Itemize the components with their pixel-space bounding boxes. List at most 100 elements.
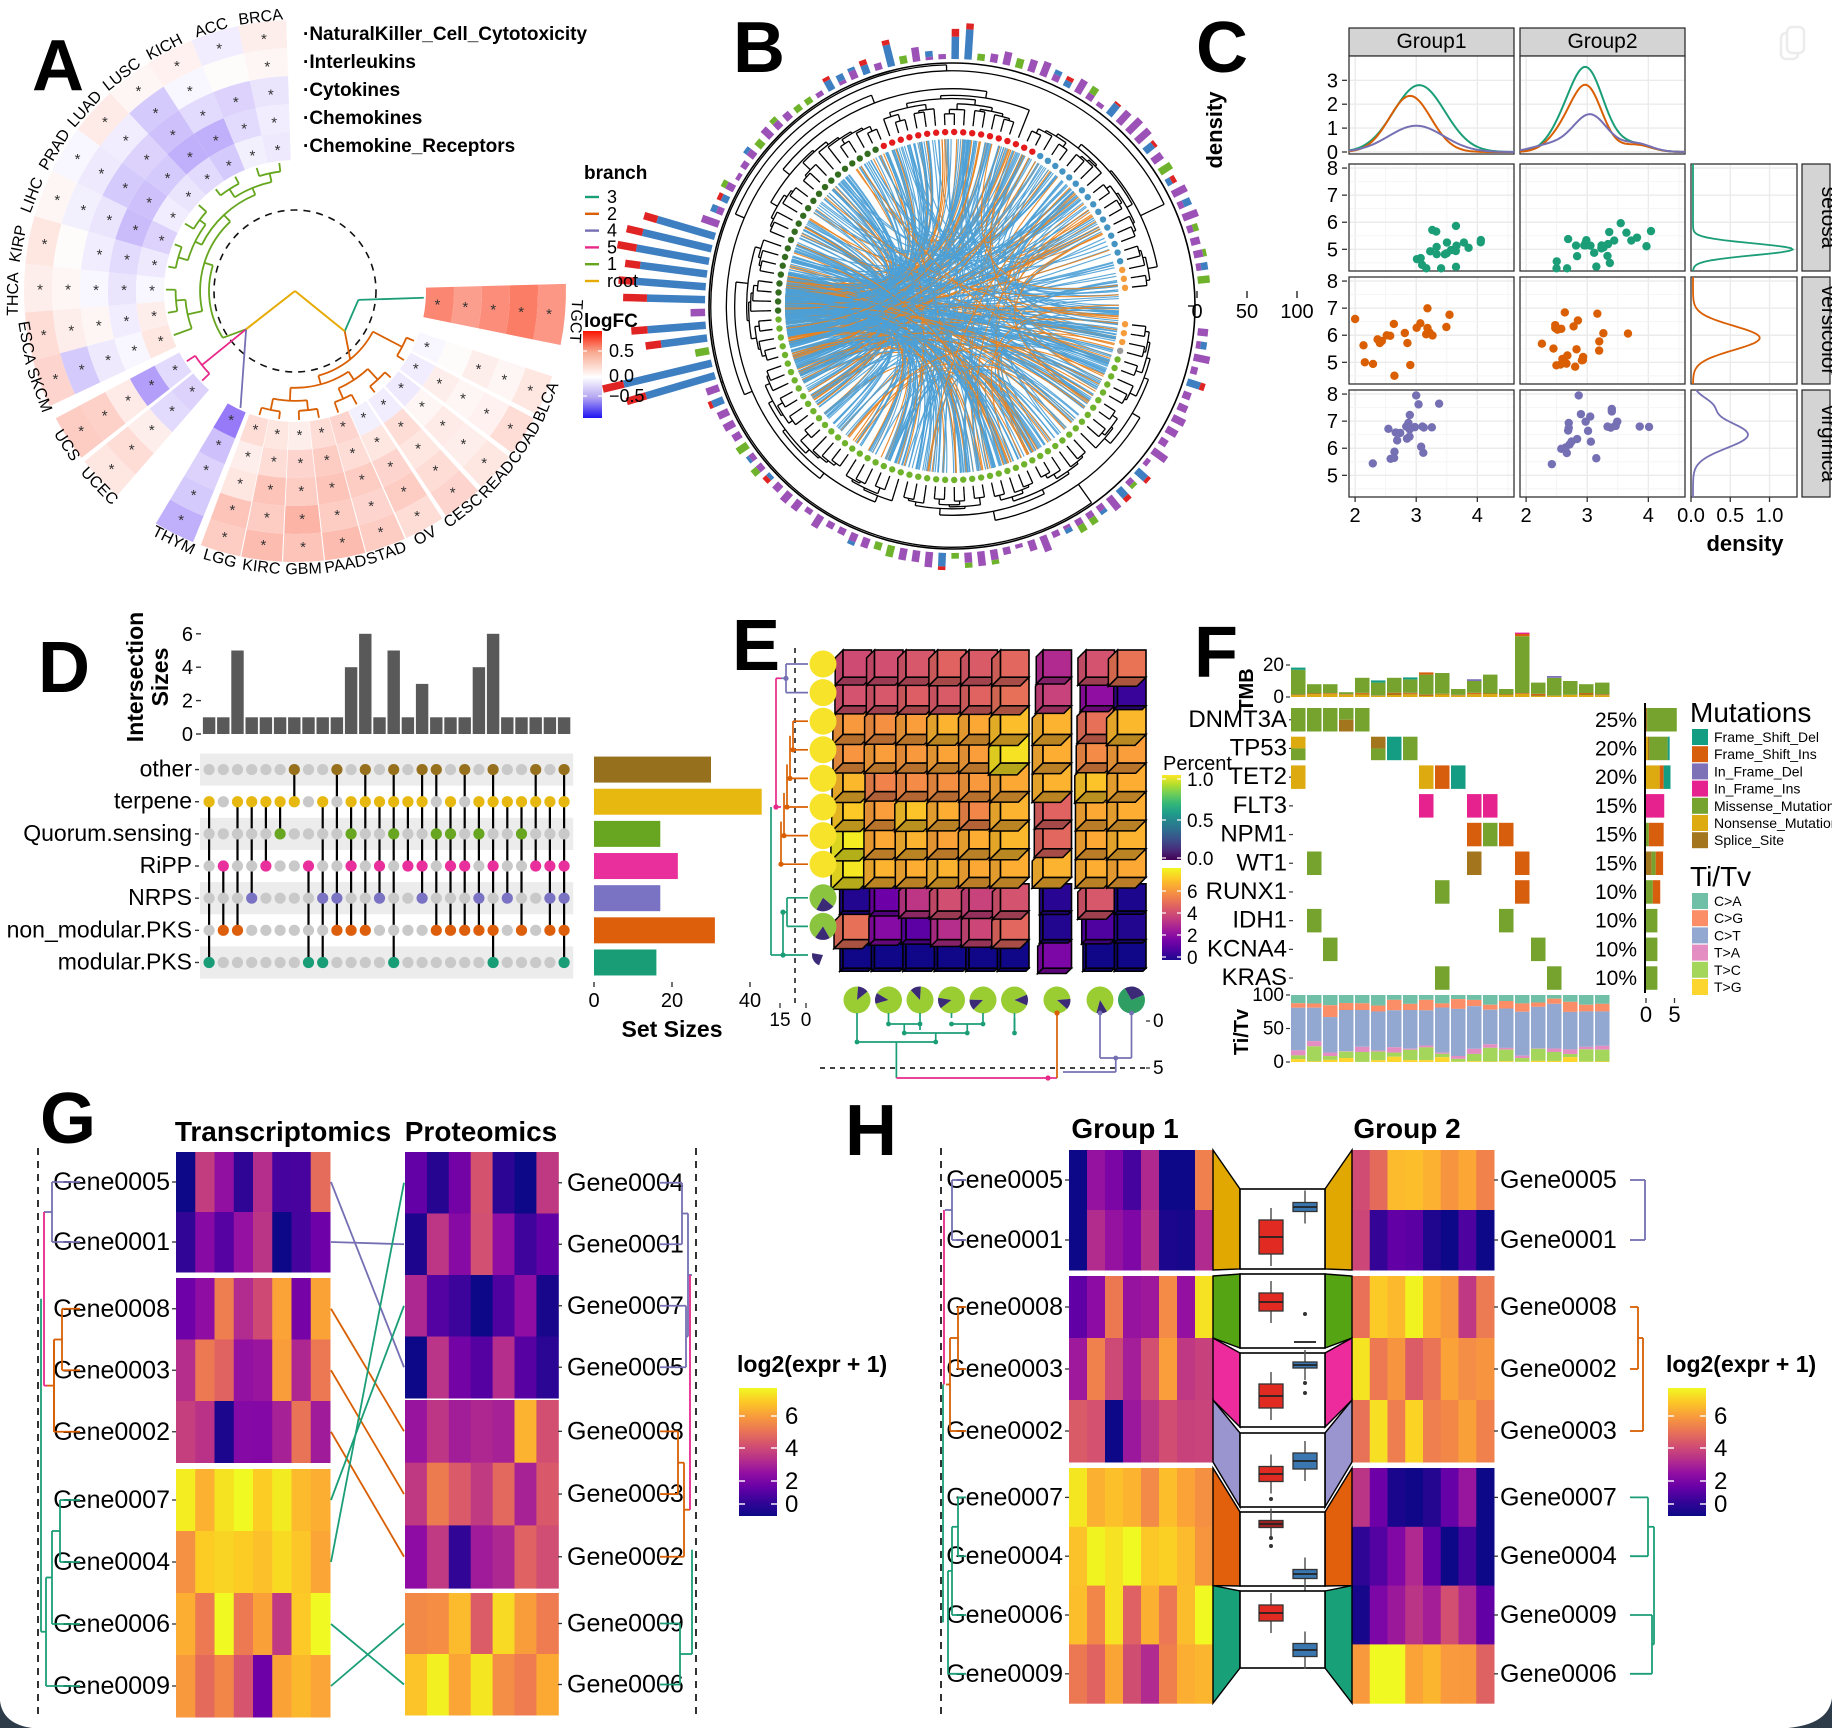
svg-text:*: * — [436, 376, 442, 393]
svg-text:*: * — [131, 342, 137, 359]
svg-text:Gene0002: Gene0002 — [1500, 1355, 1617, 1383]
svg-text:20: 20 — [1263, 655, 1284, 676]
svg-text:0: 0 — [1714, 1491, 1727, 1518]
svg-text:*: * — [170, 209, 176, 226]
svg-text:2: 2 — [1521, 505, 1532, 527]
svg-text:Sizes: Sizes — [147, 648, 173, 707]
svg-text:IDH1: IDH1 — [1232, 907, 1287, 934]
svg-text:Mutations: Mutations — [1690, 697, 1811, 728]
svg-text:*: * — [264, 59, 270, 76]
svg-text:0: 0 — [801, 1010, 812, 1031]
svg-text:*: * — [99, 165, 105, 182]
svg-text:TGCT: TGCT — [566, 299, 585, 344]
svg-text:*: * — [149, 422, 155, 439]
svg-text:4: 4 — [1714, 1435, 1727, 1462]
svg-text:*: * — [189, 383, 195, 400]
svg-text:*: * — [41, 327, 47, 344]
svg-text:2: 2 — [1187, 926, 1198, 947]
svg-text:log2(expr + 1): log2(expr + 1) — [737, 1351, 887, 1377]
svg-text:0: 0 — [588, 990, 599, 1012]
svg-text:20%: 20% — [1595, 766, 1637, 789]
svg-text:*: * — [424, 339, 430, 356]
svg-text:*: * — [413, 361, 419, 378]
svg-text:*: * — [299, 511, 305, 528]
svg-text:*: * — [170, 127, 176, 144]
svg-text:*: * — [80, 202, 86, 219]
svg-text:*: * — [274, 426, 280, 443]
svg-text:5: 5 — [1327, 239, 1338, 261]
svg-text:Quorum.sensing: Quorum.sensing — [23, 820, 192, 846]
svg-text:0.0: 0.0 — [1187, 849, 1213, 870]
svg-text:*: * — [122, 180, 128, 197]
svg-text:*: * — [135, 83, 141, 100]
svg-text:*: * — [319, 425, 325, 442]
svg-text:*: * — [261, 31, 267, 48]
svg-text:7: 7 — [1327, 298, 1338, 320]
svg-text:1.0: 1.0 — [1756, 505, 1784, 527]
svg-text:4: 4 — [182, 657, 193, 679]
svg-text:*: * — [200, 108, 206, 125]
svg-text:T>A: T>A — [1714, 945, 1741, 961]
svg-text:*: * — [253, 421, 259, 438]
svg-text:*: * — [361, 410, 367, 427]
svg-text:*: * — [435, 296, 441, 313]
svg-text:Gene0003: Gene0003 — [1500, 1417, 1617, 1445]
svg-text:10%: 10% — [1595, 967, 1637, 990]
svg-text:*: * — [432, 462, 438, 479]
svg-text:6: 6 — [1187, 882, 1198, 903]
svg-text:*: * — [374, 434, 380, 451]
svg-text:5: 5 — [1153, 1058, 1164, 1079]
svg-text:*: * — [178, 512, 184, 529]
svg-text:*: * — [65, 282, 71, 299]
svg-text:*: * — [481, 455, 487, 472]
svg-text:*: * — [159, 232, 165, 249]
svg-text:*: * — [230, 502, 236, 519]
svg-text:logFC: logFC — [584, 311, 638, 332]
svg-text:*: * — [121, 282, 127, 299]
svg-text:*: * — [324, 452, 330, 469]
svg-text:7: 7 — [1327, 185, 1338, 207]
svg-text:TET2: TET2 — [1228, 763, 1287, 790]
svg-text:Splice_Site: Splice_Site — [1714, 832, 1784, 848]
svg-text:*: * — [414, 508, 420, 525]
svg-text:6: 6 — [1327, 212, 1338, 234]
svg-text:*: * — [96, 318, 102, 335]
svg-text:*: * — [213, 132, 219, 149]
svg-text:·Chemokine_Receptors: ·Chemokine_Receptors — [303, 136, 515, 157]
svg-text:*: * — [216, 437, 222, 454]
svg-text:*: * — [37, 281, 43, 298]
svg-text:THCA: THCA — [5, 272, 22, 316]
svg-text:1.0: 1.0 — [1187, 770, 1213, 791]
svg-text:*: * — [267, 481, 273, 498]
svg-text:*: * — [52, 371, 58, 388]
svg-text:6: 6 — [1327, 438, 1338, 460]
svg-text:In_Frame_Del: In_Frame_Del — [1714, 763, 1803, 779]
svg-text:*: * — [476, 361, 482, 378]
svg-text:*: * — [125, 392, 131, 409]
svg-text:*: * — [378, 524, 384, 541]
svg-text:density: density — [1706, 531, 1784, 556]
svg-text:Gene0007: Gene0007 — [1500, 1483, 1617, 1511]
svg-text:*: * — [158, 333, 164, 350]
svg-text:*: * — [329, 480, 335, 497]
svg-text:versicolor: versicolor — [1817, 286, 1832, 376]
svg-text:*: * — [187, 83, 193, 100]
svg-text:20: 20 — [661, 990, 683, 1012]
svg-text:1: 1 — [1327, 118, 1338, 140]
svg-text:*: * — [124, 252, 130, 269]
svg-text:*: * — [460, 391, 466, 408]
svg-text:*: * — [450, 484, 456, 501]
svg-text:*: * — [271, 454, 277, 471]
svg-text:15%: 15% — [1595, 795, 1637, 818]
svg-text:*: * — [42, 236, 48, 253]
svg-text:50: 50 — [1236, 301, 1258, 323]
svg-text:*: * — [398, 380, 404, 397]
svg-text:RiPP: RiPP — [140, 852, 192, 878]
svg-text:*: * — [123, 133, 129, 150]
svg-text:Frame_Shift_Ins: Frame_Shift_Ins — [1714, 746, 1817, 762]
svg-text:*: * — [300, 539, 306, 556]
svg-text:4: 4 — [1643, 505, 1654, 527]
svg-text:50: 50 — [1263, 1019, 1284, 1040]
svg-text:40: 40 — [739, 990, 761, 1012]
svg-text:Gene0008: Gene0008 — [1500, 1293, 1617, 1321]
